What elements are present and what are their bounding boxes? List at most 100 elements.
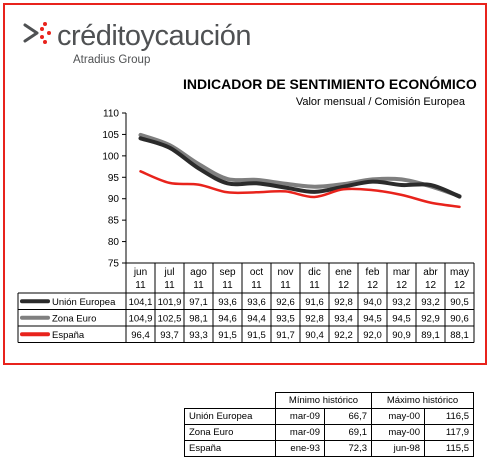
- category-label: nov: [277, 267, 293, 278]
- table-row: España ene-93 72,3 jun-98 115,5: [184, 440, 474, 457]
- data-label: 90,9: [392, 330, 411, 341]
- data-label: 98,1: [189, 313, 208, 324]
- max-value: 116,5: [424, 408, 474, 425]
- category-year-label: 12: [396, 280, 408, 291]
- data-label: 93,5: [276, 313, 295, 324]
- min-value: 69,1: [324, 424, 372, 441]
- y-tick-label: 75: [108, 259, 120, 270]
- row-name: Zona Euro: [184, 424, 276, 441]
- data-label: 92,8: [305, 313, 324, 324]
- empty-header-cell: [185, 393, 276, 409]
- category-year-label: 11: [251, 280, 262, 291]
- data-label: 92,8: [334, 297, 353, 308]
- chart-title: INDICADOR DE SENTIMIENTO ECONÓMICO: [183, 76, 477, 92]
- data-label: 90,6: [450, 313, 469, 324]
- category-year-label: 12: [454, 280, 466, 291]
- data-label: 93,6: [218, 297, 237, 308]
- legend-label: Zona Euro: [52, 313, 96, 324]
- data-label: 94,6: [218, 313, 237, 324]
- max-header: Máximo histórico: [371, 392, 474, 409]
- logo-mark-icon: [23, 22, 51, 44]
- data-label: 93,2: [421, 297, 440, 308]
- data-label: 96,4: [131, 330, 150, 341]
- data-label: 93,3: [189, 330, 208, 341]
- data-label: 91,7: [276, 330, 295, 341]
- category-label: feb: [366, 267, 380, 278]
- data-label: 102,5: [158, 313, 182, 324]
- row-name: España: [184, 440, 276, 457]
- min-value: 66,7: [324, 408, 372, 425]
- max-value: 117,9: [424, 424, 474, 441]
- line-chart: 75 80 85 90 95 100 105 110 jun 11 jul 11 ago 11 sep 11 o…: [17, 109, 475, 343]
- data-label: 93,7: [160, 330, 179, 341]
- data-label: 92,2: [334, 330, 353, 341]
- historic-table: Mínimo histórico Máximo histórico Unión …: [184, 392, 474, 457]
- data-label: 90,4: [305, 330, 324, 341]
- data-label: 104,9: [129, 313, 153, 324]
- y-tick-label: 80: [108, 237, 120, 248]
- y-tick-label: 100: [102, 151, 119, 162]
- category-year-label: 11: [164, 280, 175, 291]
- y-tick-label: 85: [108, 216, 120, 227]
- category-label: abr: [423, 267, 438, 278]
- category-label: ene: [335, 267, 352, 278]
- series-line-uni-n-europea: [138, 136, 462, 199]
- max-date: may-00: [371, 408, 425, 425]
- data-label: 101,9: [158, 297, 182, 308]
- max-value: 115,5: [424, 440, 474, 457]
- data-label: 94,0: [363, 297, 382, 308]
- table-row: Zona Euro mar-09 69,1 may-00 117,9: [184, 424, 474, 441]
- y-tick-label: 105: [102, 130, 119, 141]
- brand-subtitle: Atradius Group: [73, 54, 151, 66]
- chart-subtitle: Valor mensual / Comisión Europea: [295, 96, 465, 108]
- max-date: jun-98: [371, 440, 425, 457]
- series-line-espa-a: [139, 170, 461, 209]
- data-label: 93,4: [334, 313, 353, 324]
- data-label: 94,5: [363, 313, 382, 324]
- logo: créditoycaución Atradius Group: [23, 17, 283, 69]
- category-year-label: 11: [135, 280, 146, 291]
- min-header: Mínimo histórico: [275, 392, 372, 409]
- data-label: 91,5: [218, 330, 237, 341]
- y-tick-label: 90: [108, 194, 120, 205]
- table-row: Unión Europea mar-09 66,7 may-00 116,5: [184, 408, 474, 425]
- category-year-label: 11: [193, 280, 204, 291]
- data-label: 92,9: [421, 313, 440, 324]
- category-year-label: 12: [367, 280, 379, 291]
- data-label: 91,5: [247, 330, 266, 341]
- row-name: Unión Europea: [184, 408, 276, 425]
- category-label: oct: [250, 267, 264, 278]
- min-date: mar-09: [275, 424, 325, 441]
- data-label: 94,5: [392, 313, 411, 324]
- data-label: 93,6: [247, 297, 266, 308]
- data-label: 89,1: [421, 330, 440, 341]
- legend-label: España: [52, 330, 85, 341]
- category-year-label: 12: [425, 280, 437, 291]
- data-label: 90,5: [450, 297, 469, 308]
- category-label: dic: [308, 267, 321, 278]
- y-tick-label: 95: [108, 173, 120, 184]
- historic-table-header: Mínimo histórico Máximo histórico: [185, 392, 474, 409]
- data-label: 94,4: [247, 313, 266, 324]
- category-label: mar: [393, 267, 411, 278]
- min-value: 72,3: [324, 440, 372, 457]
- data-label: 92,6: [276, 297, 295, 308]
- series-line-zona-euro: [138, 132, 462, 199]
- category-year-label: 11: [309, 280, 320, 291]
- category-label: ago: [190, 267, 207, 278]
- category-year-label: 11: [222, 280, 233, 291]
- data-label: 91,6: [305, 297, 324, 308]
- y-tick-label: 110: [103, 109, 119, 120]
- category-year-label: 12: [338, 280, 350, 291]
- data-label: 97,1: [189, 297, 208, 308]
- data-label: 92,0: [363, 330, 382, 341]
- legend-label: Unión Europea: [52, 297, 116, 308]
- category-year-label: 11: [280, 280, 291, 291]
- category-label: sep: [219, 267, 236, 278]
- data-label: 104,1: [129, 297, 153, 308]
- max-date: may-00: [371, 424, 425, 441]
- min-date: ene-93: [275, 440, 325, 457]
- data-label: 93,2: [392, 297, 411, 308]
- category-label: jul: [163, 267, 174, 278]
- data-label: 88,1: [450, 330, 469, 341]
